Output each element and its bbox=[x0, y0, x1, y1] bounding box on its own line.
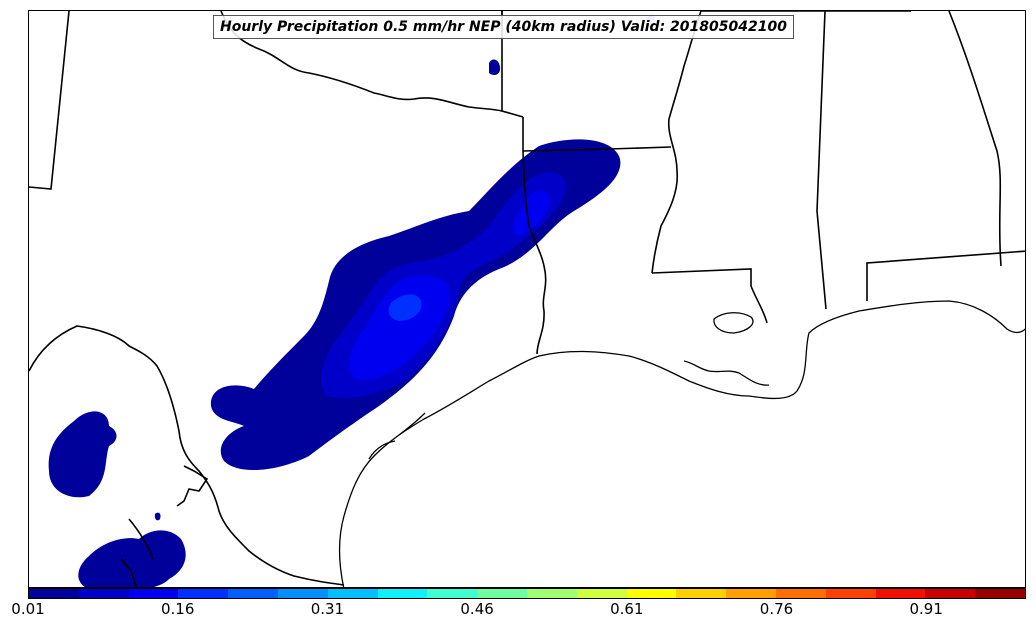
precip-blob-west bbox=[48, 411, 117, 498]
state-line-la-ms bbox=[651, 268, 768, 324]
state-line-rio-grande bbox=[29, 325, 345, 586]
state-line-al-ga bbox=[948, 11, 1002, 267]
colorbar-ticks: 0.01 0.16 0.31 0.46 0.61 0.76 0.91 bbox=[0, 600, 1036, 630]
colorbar-segment bbox=[427, 589, 478, 598]
colorbar-tick-label: 0.01 bbox=[11, 600, 45, 618]
colorbar-tick-label: 0.46 bbox=[460, 600, 494, 618]
colorbar-segment bbox=[775, 589, 826, 598]
colorbar-segment bbox=[975, 589, 1025, 598]
precip-speck-north bbox=[489, 59, 501, 75]
precip-speck-small bbox=[154, 512, 161, 521]
coastline-bay bbox=[368, 412, 426, 460]
state-boundaries bbox=[29, 11, 1025, 587]
colorbar-segment bbox=[726, 589, 776, 598]
state-line-al-fl bbox=[866, 250, 1025, 301]
precip-regions bbox=[48, 14, 655, 587]
colorbar-segment bbox=[178, 589, 229, 598]
mexico-state-line-3 bbox=[128, 518, 154, 560]
colorbar-segment bbox=[228, 589, 278, 598]
colorbar-segment bbox=[78, 589, 129, 598]
colorbar-segment bbox=[676, 589, 727, 598]
colorbar-segment bbox=[277, 589, 328, 598]
colorbar-segment bbox=[29, 589, 79, 598]
lake-pontchartrain bbox=[713, 312, 754, 334]
mexico-state-line-1 bbox=[176, 465, 209, 507]
map-frame bbox=[28, 10, 1026, 588]
state-line-ok-ar bbox=[501, 11, 524, 118]
map-title: Hourly Precipitation 0.5 mm/hr NEP (40km… bbox=[213, 15, 794, 39]
colorbar-segment bbox=[875, 589, 926, 598]
precip-band-high bbox=[349, 190, 551, 380]
colorbar-segment bbox=[526, 589, 577, 598]
state-line-mississippi bbox=[651, 11, 702, 274]
precip-peak bbox=[388, 294, 422, 321]
coastline-la-detail bbox=[683, 360, 770, 386]
state-line-tx-nm-north bbox=[29, 11, 70, 190]
map-canvas bbox=[29, 11, 1025, 587]
coastline-gulf bbox=[338, 300, 1025, 587]
colorbar-tick-label: 0.91 bbox=[909, 600, 943, 618]
colorbar-segment bbox=[576, 589, 627, 598]
colorbar-segment bbox=[626, 589, 677, 598]
state-line-ar-la bbox=[522, 146, 672, 152]
coastline bbox=[338, 300, 1025, 587]
state-line-red-river bbox=[220, 11, 503, 112]
colorbar-segment bbox=[128, 589, 179, 598]
colorbar-segment bbox=[327, 589, 378, 598]
state-line-ms-al bbox=[816, 11, 827, 310]
colorbar-tick-label: 0.76 bbox=[759, 600, 794, 618]
colorbar-segment bbox=[925, 589, 976, 598]
colorbar bbox=[28, 588, 1026, 599]
colorbar-tick-label: 0.61 bbox=[610, 600, 644, 618]
mexico-state-line-2 bbox=[120, 558, 138, 587]
precip-blob-southwest bbox=[78, 530, 186, 587]
colorbar-segment bbox=[825, 589, 876, 598]
colorbar-tick-label: 0.31 bbox=[310, 600, 345, 618]
colorbar-segment bbox=[477, 589, 527, 598]
colorbar-tick-label: 0.16 bbox=[160, 600, 195, 618]
colorbar-segment bbox=[377, 589, 428, 598]
state-line-sabine bbox=[522, 150, 547, 355]
